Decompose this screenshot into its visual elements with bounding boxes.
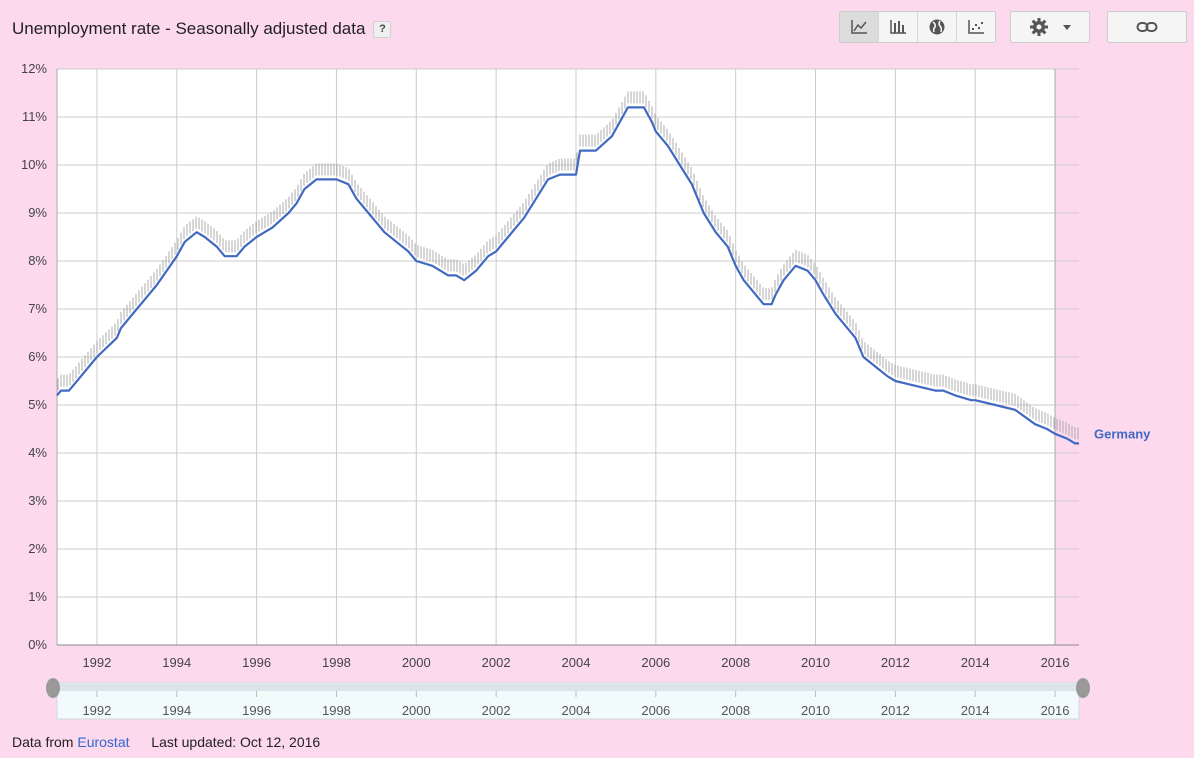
range-handle-left [46, 678, 60, 698]
x-tick-label: 1998 [322, 655, 351, 670]
x-tick-label: 2012 [881, 655, 910, 670]
range-tick-label: 1998 [322, 703, 351, 718]
y-tick-label: 1% [28, 589, 47, 604]
chart-title: Unemployment rate - Seasonally adjusted … [12, 19, 366, 38]
range-tick-label: 2002 [482, 703, 511, 718]
x-tick-label: 1996 [242, 655, 271, 670]
y-tick-label: 5% [28, 397, 47, 412]
y-tick-label: 0% [28, 637, 47, 652]
series-lines [56, 106, 1079, 445]
grid-lines [56, 68, 1079, 646]
scatter-chart-icon [968, 20, 984, 34]
y-axis: 0% 1% 2% 3% 4% 5% 6% 7% 8% 9% 10% 11% 12% [21, 61, 47, 652]
source-link[interactable]: Eurostat [77, 734, 130, 750]
y-tick-label: 11% [22, 109, 47, 124]
range-selection-bar [57, 684, 1079, 691]
series-line [56, 106, 1079, 445]
x-tick-label: 1992 [82, 655, 111, 670]
footer: Data from Eurostat Last updated: Oct 12,… [12, 734, 320, 750]
range-tick-label: 2008 [721, 703, 750, 718]
range-tick-label: 1992 [82, 703, 111, 718]
range-handle-right [1076, 678, 1090, 698]
link-icon [1136, 22, 1158, 32]
caret-down-icon [1063, 24, 1071, 30]
series-shadow [57, 91, 1079, 440]
gear-icon [1030, 18, 1048, 36]
y-tick-label: 12% [21, 61, 47, 76]
last-updated-label: Last updated: Oct 12, 2016 [151, 734, 321, 750]
x-tick-label: 1994 [162, 655, 191, 670]
x-tick-label: 2004 [562, 655, 591, 670]
y-tick-label: 4% [28, 445, 47, 460]
x-axis: 1992 1994 1996 1998 2000 2002 2004 2006 2008 2010… [82, 655, 1069, 670]
chart-type-toolbar [839, 11, 996, 43]
range-selector[interactable]: 1992 1994 1996 1998 2000 2002 2004 2006 2008 2010… [46, 678, 1090, 720]
range-tick-label: 2012 [881, 703, 910, 718]
line-chart: 0%1%2%3%4%5%6%7%8%9%10%11%12% 1992 1994 19… [21, 61, 1151, 720]
line-chart-button[interactable] [840, 12, 879, 42]
page-title: Unemployment rate - Seasonally adjusted … [12, 19, 392, 39]
x-tick-label: 2008 [721, 655, 750, 670]
y-tick-label: 7% [28, 301, 47, 316]
line-chart-icon [851, 20, 867, 34]
range-tick-label: 2004 [562, 703, 591, 718]
bar-chart-button[interactable] [879, 12, 918, 42]
x-tick-label: 2016 [1041, 655, 1070, 670]
x-tick-label: 2006 [641, 655, 670, 670]
map-button[interactable] [918, 12, 957, 42]
range-tick-label: 2016 [1041, 703, 1070, 718]
bar-chart-icon [890, 20, 906, 34]
x-tick-label: 2000 [402, 655, 431, 670]
y-tick-label: 6% [28, 349, 47, 364]
series-shadow-hatch [57, 91, 1079, 440]
y-tick-label: 3% [28, 493, 47, 508]
globe-icon [929, 19, 945, 35]
settings-button[interactable] [1010, 11, 1090, 43]
range-tick-label: 2010 [801, 703, 830, 718]
help-icon[interactable]: ? [373, 20, 392, 38]
scatter-chart-button[interactable] [957, 12, 995, 42]
range-tick-label: 1994 [162, 703, 191, 718]
share-link-button[interactable] [1107, 11, 1187, 43]
legend: Germany [1094, 426, 1151, 441]
y-tick-label: 2% [28, 541, 47, 556]
x-tick-label: 2014 [961, 655, 990, 670]
x-tick-label: 2010 [801, 655, 830, 670]
range-tick-label: 1996 [242, 703, 271, 718]
range-tick-label: 2000 [402, 703, 431, 718]
x-tick-label: 2002 [482, 655, 511, 670]
data-from-label: Data from [12, 734, 74, 750]
y-tick-label: 8% [28, 253, 47, 268]
range-tick-label: 2014 [961, 703, 990, 718]
range-tick-label: 2006 [641, 703, 670, 718]
y-tick-label: 9% [28, 205, 47, 220]
legend-label: Germany [1094, 426, 1151, 441]
y-tick-label: 10% [21, 157, 47, 172]
